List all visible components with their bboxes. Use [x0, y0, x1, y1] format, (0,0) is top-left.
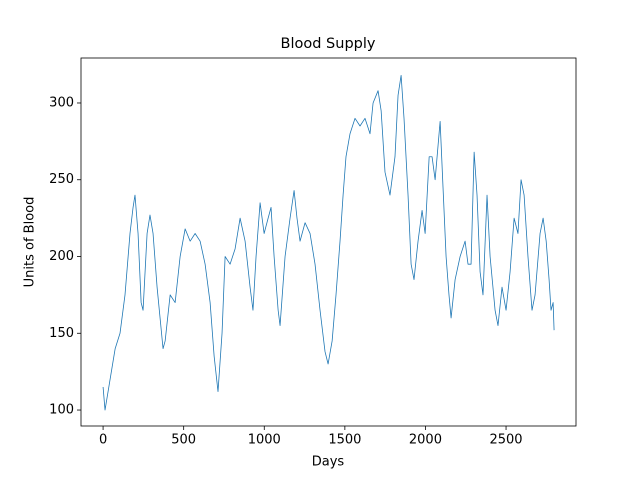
x-tick-label: 2000	[409, 433, 442, 448]
y-tick-label: 100	[49, 403, 74, 418]
y-axis-label: Units of Blood	[23, 197, 38, 288]
y-tick-label: 300	[49, 95, 74, 110]
y-tick-label: 150	[49, 326, 74, 341]
x-tick-label: 1500	[328, 433, 361, 448]
data-line	[102, 74, 555, 411]
x-tick-label: 0	[99, 433, 107, 448]
x-tick-label: 2500	[489, 433, 522, 448]
plot-frame	[80, 57, 577, 427]
y-tick-label: 250	[49, 172, 74, 187]
y-tick-label: 200	[49, 249, 74, 264]
x-tick-label: 1000	[248, 433, 281, 448]
chart-title: Blood Supply	[281, 36, 376, 52]
x-axis-label: Days	[312, 455, 345, 470]
x-tick-label: 500	[171, 433, 196, 448]
